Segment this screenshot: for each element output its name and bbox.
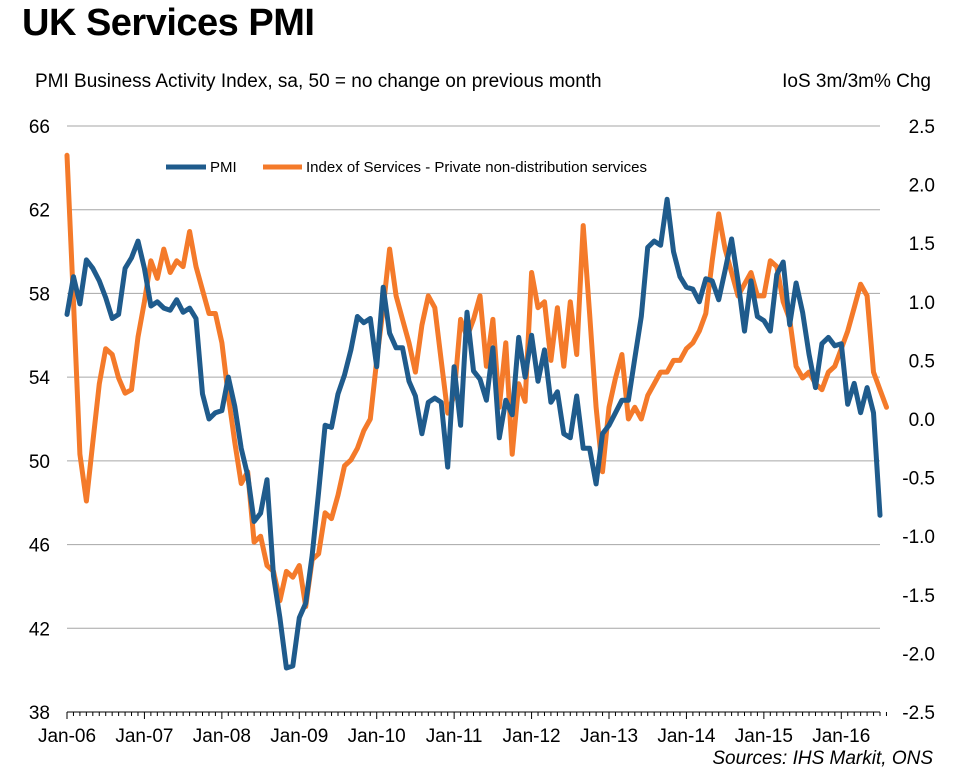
series-line-ios [64, 152, 889, 609]
chart-title: UK Services PMI [22, 2, 315, 44]
gridlines [67, 125, 880, 629]
x-tick-label: Jan-06 [38, 726, 96, 747]
y-tick-label: 42 [29, 619, 50, 640]
y2-tick-label: -1.5 [902, 586, 935, 607]
series-lines [64, 152, 889, 671]
x-tick-label: Jan-14 [657, 726, 716, 747]
right-axis-title: IoS 3m/3m% Chg [782, 71, 931, 92]
y2-tick-label: 0.5 [909, 351, 935, 372]
y-tick-label: 54 [29, 368, 51, 389]
x-tick-label: Jan-13 [580, 726, 638, 747]
y2-tick-label: 2.5 [909, 117, 935, 138]
y-tick-label: 58 [29, 284, 50, 305]
right-axis-ticks: -2.5 -2.0 -1.5 -1.0 -0.5 0.0 0.5 1.0 1.5 2.0 2.5 [902, 117, 935, 724]
y-tick-label: 38 [29, 703, 50, 724]
x-tick-label: Jan-08 [193, 726, 251, 747]
y2-tick-label: 0.0 [909, 410, 935, 431]
x-tick-label: Jan-16 [812, 726, 870, 747]
left-axis-title: PMI Business Activity Index, sa, 50 = no… [35, 71, 602, 92]
left-axis-ticks: 38 42 46 50 54 58 62 66 [29, 117, 51, 724]
x-tick-label: Jan-12 [503, 726, 561, 747]
x-tick-label: Jan-07 [115, 726, 173, 747]
y2-tick-label: 1.5 [909, 234, 935, 255]
y-tick-label: 66 [29, 117, 50, 138]
x-axis: Jan-06 Jan-07 Jan-08 Jan-09 Jan-10 Jan-11 Jan-… [38, 711, 887, 747]
y2-tick-label: 1.0 [909, 293, 935, 314]
y2-tick-label: -1.0 [902, 527, 935, 548]
y-tick-label: 50 [29, 452, 50, 473]
x-tick-label: Jan-10 [348, 726, 406, 747]
y-tick-label: 46 [29, 536, 50, 557]
x-tick-label: Jan-09 [270, 726, 328, 747]
y-tick-label: 62 [29, 201, 50, 222]
legend-label-ios: Index of Services - Private non-distribu… [306, 159, 647, 176]
y2-tick-label: -2.5 [902, 703, 935, 724]
y2-tick-label: 2.0 [909, 176, 935, 197]
y2-tick-label: -0.5 [902, 469, 935, 490]
legend-label-pmi: PMI [210, 159, 237, 176]
y2-tick-label: -2.0 [902, 644, 935, 665]
series-line-pmi [64, 196, 883, 671]
legend: PMI Index of Services - Private non-dist… [166, 159, 647, 176]
source-note: Sources: IHS Markit, ONS [712, 748, 933, 769]
x-tick-label: Jan-11 [426, 726, 483, 747]
x-tick-label: Jan-15 [735, 726, 793, 747]
